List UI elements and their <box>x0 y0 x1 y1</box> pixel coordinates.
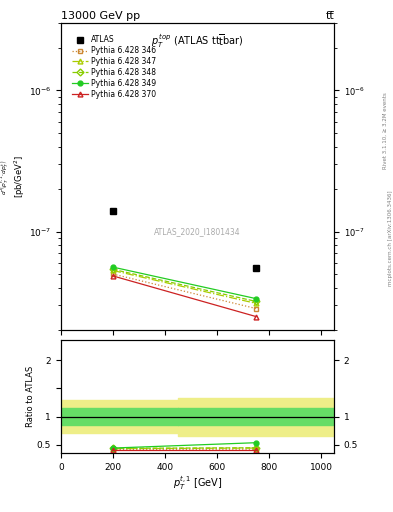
X-axis label: $p_T^{t,1}$ [GeV]: $p_T^{t,1}$ [GeV] <box>173 475 222 492</box>
Y-axis label: $\frac{d\sigma^{tu}}{d^2\!\left(p_T^{t,1}\!\cdot\!dp_T^{\,\overline{t}}\right)}$: $\frac{d\sigma^{tu}}{d^2\!\left(p_T^{t,1… <box>0 155 27 198</box>
Y-axis label: Ratio to ATLAS: Ratio to ATLAS <box>26 366 35 428</box>
Text: mcplots.cern.ch [arXiv:1306.3436]: mcplots.cern.ch [arXiv:1306.3436] <box>388 190 393 286</box>
Legend: ATLAS, Pythia 6.428 346, Pythia 6.428 347, Pythia 6.428 348, Pythia 6.428 349, P: ATLAS, Pythia 6.428 346, Pythia 6.428 34… <box>70 32 159 102</box>
Text: $p_T^{\,top}$ (ATLAS tt$\overline{\rm t}$bar): $p_T^{\,top}$ (ATLAS tt$\overline{\rm t}… <box>151 32 244 50</box>
Text: ATLAS_2020_I1801434: ATLAS_2020_I1801434 <box>154 227 241 237</box>
Text: 13000 GeV pp: 13000 GeV pp <box>61 11 140 21</box>
Text: Rivet 3.1.10, ≥ 3.2M events: Rivet 3.1.10, ≥ 3.2M events <box>383 92 388 169</box>
Text: tt̅: tt̅ <box>325 11 334 21</box>
